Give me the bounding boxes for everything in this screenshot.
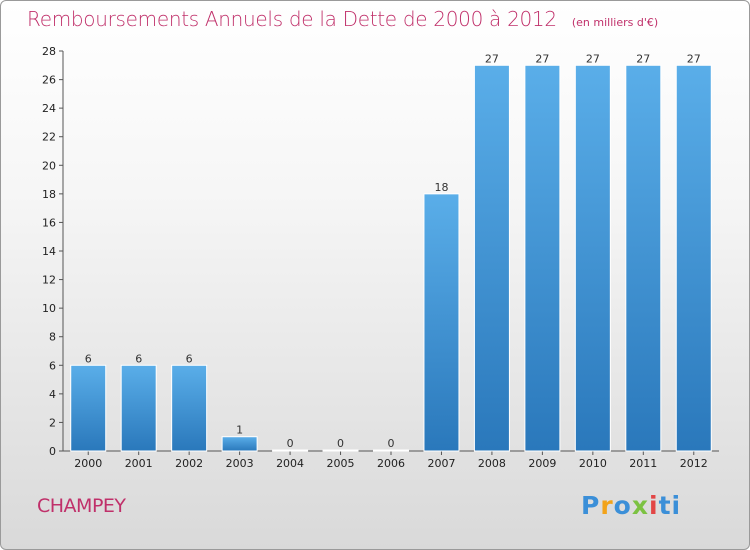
y-tick-label: 28	[42, 45, 56, 58]
y-tick-label: 2	[49, 416, 56, 429]
y-tick-label: 8	[49, 331, 56, 344]
bar	[373, 449, 409, 452]
x-tick-label: 2002	[175, 457, 203, 470]
y-tick-label: 26	[42, 74, 56, 87]
bar-value-label: 0	[287, 437, 294, 450]
y-tick-label: 6	[49, 359, 56, 372]
bar-value-label: 6	[135, 352, 142, 365]
bar	[675, 64, 712, 452]
y-tick-label: 10	[42, 302, 56, 315]
y-tick-label: 0	[49, 445, 56, 458]
bar	[524, 64, 561, 452]
x-tick-label: 2012	[680, 457, 708, 470]
y-tick-label: 20	[42, 159, 56, 172]
commune-name: CHAMPEY	[37, 495, 126, 517]
bar-value-label: 1	[236, 424, 243, 437]
x-tick-label: 2011	[629, 457, 657, 470]
x-tick-label: 2003	[226, 457, 254, 470]
bar	[322, 449, 359, 452]
y-tick-label: 14	[42, 245, 56, 258]
x-tick-label: 2006	[377, 457, 405, 470]
bars	[70, 64, 712, 452]
bar-value-label: 27	[636, 52, 650, 65]
y-tick-label: 18	[42, 188, 56, 201]
x-tick-label: 2004	[276, 457, 304, 470]
bar-value-label: 0	[388, 437, 395, 450]
bar	[120, 364, 157, 452]
bar	[574, 64, 611, 452]
bar-value-label: 27	[586, 52, 600, 65]
chart-title-block: Remboursements Annuels de la Dette de 20…	[27, 7, 658, 31]
y-tick-label: 22	[42, 131, 56, 144]
bar	[221, 436, 258, 452]
bar	[272, 449, 309, 452]
bar-value-label: 27	[687, 52, 701, 65]
bar	[171, 364, 208, 452]
y-tick-label: 12	[42, 274, 56, 287]
data-labels: 6 6 6 1 0 0 0 18 27 27 27 27 27	[85, 52, 701, 450]
x-tick-label: 2010	[579, 457, 607, 470]
bar-value-label: 6	[186, 352, 193, 365]
bar	[70, 364, 107, 452]
x-tick-label: 2000	[74, 457, 102, 470]
bar-value-label: 27	[485, 52, 499, 65]
chart-subtitle: (en milliers d'€)	[571, 16, 659, 29]
bar	[423, 193, 460, 452]
bar	[473, 64, 510, 452]
y-tick-label: 24	[42, 102, 56, 115]
chart-title: Remboursements Annuels de la Dette de 20…	[27, 7, 557, 31]
x-tick-label: 2001	[125, 457, 153, 470]
x-tick-label: 2009	[528, 457, 556, 470]
bar-value-label: 0	[337, 437, 344, 450]
x-tick-label: 2005	[327, 457, 355, 470]
bar-value-label: 6	[85, 352, 92, 365]
bar-value-label: 18	[434, 181, 448, 194]
bar-value-label: 27	[535, 52, 549, 65]
proxiti-logo: Proxiti	[581, 491, 682, 520]
x-axis: 2000 2001 2002 2003 2004 2005 2006 2007 2008 2009…	[63, 450, 719, 470]
x-tick-label: 2008	[478, 457, 506, 470]
y-tick-label: 4	[49, 388, 56, 401]
y-tick-label: 16	[42, 216, 56, 229]
bar	[625, 64, 662, 452]
x-tick-label: 2007	[427, 457, 455, 470]
